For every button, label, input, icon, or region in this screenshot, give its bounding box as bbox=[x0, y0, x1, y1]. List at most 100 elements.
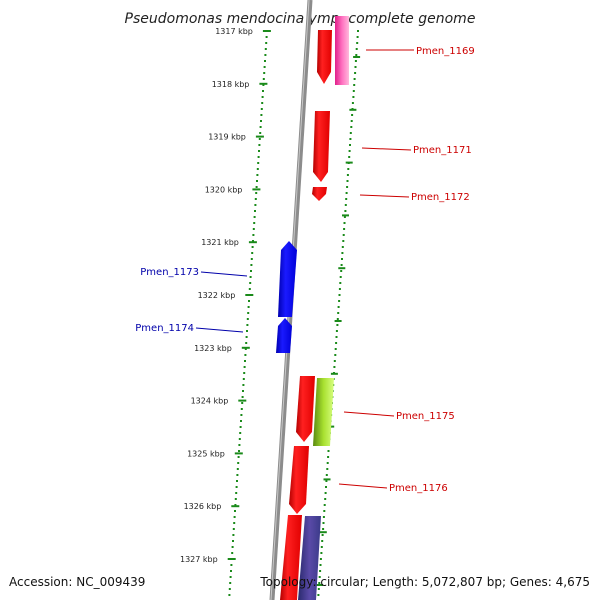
tick-dot bbox=[228, 594, 231, 596]
tick-dot bbox=[243, 366, 246, 368]
tick-dot bbox=[354, 72, 357, 74]
tick-dot bbox=[229, 582, 232, 584]
tick-dot bbox=[260, 108, 263, 110]
tick-dot bbox=[354, 60, 357, 62]
tick-dot bbox=[255, 186, 258, 188]
tick-dot bbox=[232, 534, 235, 536]
tick-dot bbox=[252, 228, 255, 230]
tick-dot bbox=[260, 114, 263, 116]
label-pmen-1171[interactable]: Pmen_1171 bbox=[413, 145, 472, 156]
tick-dot bbox=[230, 570, 232, 572]
kbp-label: 1327 kbp bbox=[180, 555, 218, 564]
tick-dot bbox=[265, 36, 268, 38]
gene-purple-1327[interactable] bbox=[298, 516, 321, 600]
label-pmen-1174[interactable]: Pmen_1174 bbox=[135, 323, 194, 334]
kbp-label: 1320 kbp bbox=[205, 185, 243, 194]
kbp-label: 1324 kbp bbox=[191, 397, 229, 406]
tick-dot bbox=[354, 66, 357, 68]
gene-pmen-1169[interactable] bbox=[335, 16, 349, 85]
tick-dot bbox=[265, 42, 268, 44]
tick-dot bbox=[249, 276, 252, 278]
tick-dot bbox=[318, 576, 321, 578]
kbp-tick bbox=[262, 30, 271, 32]
minor-tick bbox=[338, 267, 346, 270]
gene-pmen-1171[interactable] bbox=[313, 111, 330, 182]
tick-dot bbox=[343, 216, 346, 218]
minor-tick bbox=[330, 372, 338, 375]
label-pmen-1173[interactable]: Pmen_1173 bbox=[140, 267, 199, 278]
tick-dot bbox=[355, 54, 358, 56]
tick-dot bbox=[258, 144, 261, 146]
kbp-tick bbox=[238, 399, 247, 402]
kbp-label: 1319 kbp bbox=[208, 133, 246, 142]
tick-dot bbox=[235, 492, 238, 494]
label-pmen-1169[interactable]: Pmen_1169 bbox=[416, 46, 475, 57]
tick-dot bbox=[244, 354, 247, 356]
tick-dot bbox=[241, 402, 244, 404]
kbp-scale: 1317 kbp 1318 kbp 1319 kbp 1320 kbp 1321 kbp… bbox=[180, 27, 253, 564]
tick-dot bbox=[349, 144, 351, 146]
minor-tick bbox=[345, 161, 353, 164]
tick-dot bbox=[250, 270, 252, 272]
tick-dot bbox=[243, 372, 246, 374]
tick-dot bbox=[348, 150, 351, 152]
gene-forward-1327[interactable] bbox=[280, 515, 302, 600]
tick-dot bbox=[257, 156, 260, 158]
tick-dot bbox=[254, 198, 257, 200]
tick-dot bbox=[320, 546, 323, 548]
tick-dot bbox=[333, 366, 336, 368]
tick-dot bbox=[250, 264, 253, 266]
tick-dot bbox=[338, 288, 341, 290]
label-pmen-1172[interactable]: Pmen_1172 bbox=[411, 192, 470, 203]
gene-pmen-1175[interactable] bbox=[313, 378, 334, 446]
gene-pmen-1172[interactable] bbox=[312, 187, 327, 201]
tick-dot bbox=[321, 534, 324, 536]
tick-dot bbox=[317, 594, 320, 596]
tick-dot bbox=[344, 204, 347, 206]
gene-forward-1325[interactable] bbox=[289, 446, 309, 514]
tick-dot bbox=[231, 546, 234, 548]
tick-dot bbox=[242, 390, 244, 392]
tick-dot bbox=[350, 126, 353, 128]
tick-dot bbox=[341, 246, 344, 248]
tick-dot bbox=[320, 552, 323, 554]
tick-dot bbox=[341, 258, 343, 260]
kbp-tick bbox=[245, 294, 254, 296]
tick-dot bbox=[236, 474, 239, 476]
tick-dot bbox=[338, 294, 341, 296]
label-pmen-1176[interactable]: Pmen_1176 bbox=[389, 483, 448, 494]
tick-dot bbox=[252, 240, 254, 242]
tick-dot bbox=[256, 174, 259, 176]
gene-pmen-1173[interactable] bbox=[278, 241, 297, 317]
leader-pmen-1175 bbox=[343, 411, 395, 417]
topology-text: Topology: circular; Length: 5,072,807 bp… bbox=[259, 575, 590, 589]
leader-pmen-1176 bbox=[338, 483, 388, 489]
gene-pmen-1174[interactable] bbox=[276, 318, 292, 353]
tick-dot bbox=[337, 312, 340, 314]
gene-forward-1324[interactable] bbox=[296, 376, 315, 442]
tick-dot bbox=[321, 540, 324, 542]
kbp-tick bbox=[252, 188, 261, 191]
tick-dot bbox=[255, 192, 258, 194]
leader-pmen-1171 bbox=[361, 147, 412, 151]
tick-dot bbox=[254, 204, 257, 206]
tick-dot bbox=[323, 510, 326, 512]
tick-dot bbox=[346, 186, 349, 188]
tick-dot bbox=[237, 456, 240, 458]
tick-dot bbox=[237, 462, 240, 464]
tick-dot bbox=[339, 282, 342, 284]
tick-dot bbox=[337, 306, 340, 308]
tick-dot bbox=[253, 216, 256, 218]
kbp-label: 1321 kbp bbox=[201, 238, 239, 247]
label-pmen-1175[interactable]: Pmen_1175 bbox=[396, 411, 455, 422]
kbp-tick bbox=[241, 346, 250, 349]
gene-pmen-1169-upstream[interactable] bbox=[317, 30, 332, 84]
tick-dot bbox=[347, 168, 350, 170]
minor-tick bbox=[334, 320, 342, 322]
tick-dot bbox=[261, 96, 264, 98]
tick-dot bbox=[233, 522, 236, 524]
tick-dot bbox=[352, 96, 355, 98]
tick-dot bbox=[236, 468, 239, 470]
tick-dot bbox=[228, 588, 231, 590]
tick-dot bbox=[322, 528, 325, 530]
